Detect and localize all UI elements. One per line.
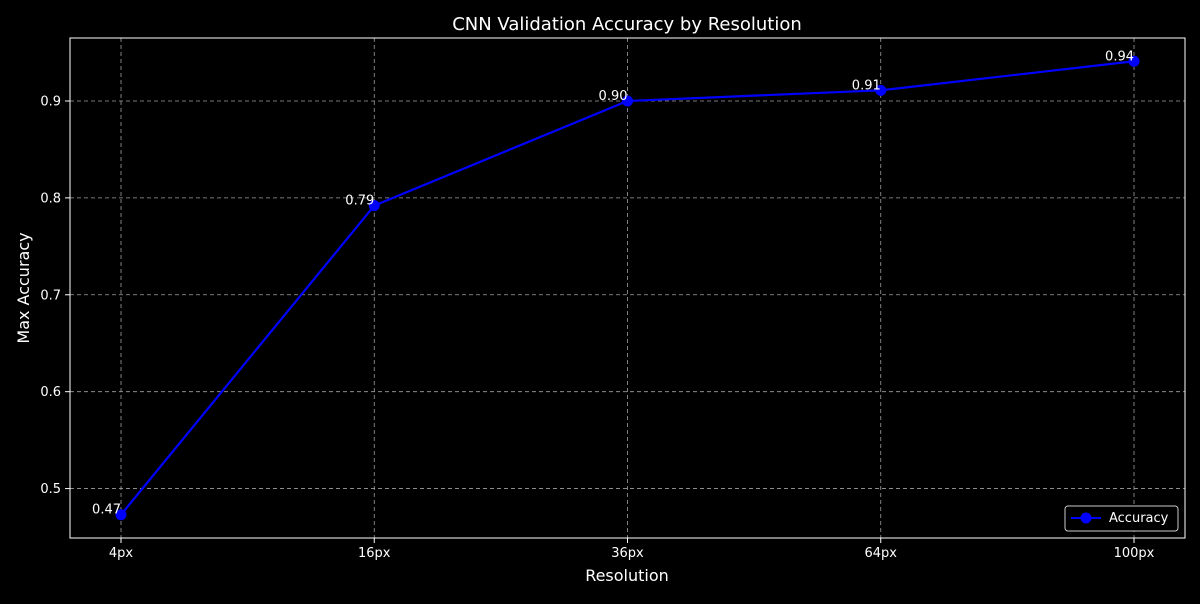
data-point: [875, 84, 887, 96]
legend-box: [1064, 505, 1179, 532]
x-axis-label: Resolution: [585, 566, 669, 585]
data-label: 0.94: [1105, 49, 1134, 64]
x-tick-label: 36px: [611, 546, 644, 561]
x-tick-label: 64px: [865, 546, 898, 561]
data-label: 0.90: [599, 89, 628, 104]
y-axis-label: Max Accuracy: [14, 232, 33, 343]
y-tick-label: 0.9: [40, 94, 61, 109]
legend-label: Accuracy: [1109, 511, 1169, 526]
data-point: [622, 95, 633, 107]
x-tick-label: 16px: [358, 546, 391, 561]
series-accuracy: 0.47 0.79 0.90 0.91 0.94: [92, 49, 1140, 521]
y-tick-label: 0.5: [40, 482, 61, 497]
y-tick-label: 0.8: [40, 191, 61, 206]
x-tick-label: 100px: [1114, 546, 1155, 561]
data-label: 0.47: [92, 503, 121, 518]
data-label: 0.91: [852, 78, 881, 93]
y-tick-label: 0.6: [40, 385, 61, 400]
data-label: 0.79: [345, 194, 374, 209]
y-tick-label: 0.7: [40, 288, 61, 303]
chart-title: CNN Validation Accuracy by Resolution: [452, 14, 802, 35]
data-point: [115, 509, 127, 521]
legend-marker: [1080, 512, 1092, 524]
data-point: [1128, 55, 1140, 67]
grid-lines: [70, 38, 1185, 538]
data-point: [368, 200, 380, 212]
legend: Accuracy: [1064, 505, 1179, 532]
axes: 4px 16px 36px 64px 100px 0.5 0.6 0.7 0.8 0.9: [40, 94, 1154, 561]
x-tick-label: 4px: [109, 546, 134, 561]
